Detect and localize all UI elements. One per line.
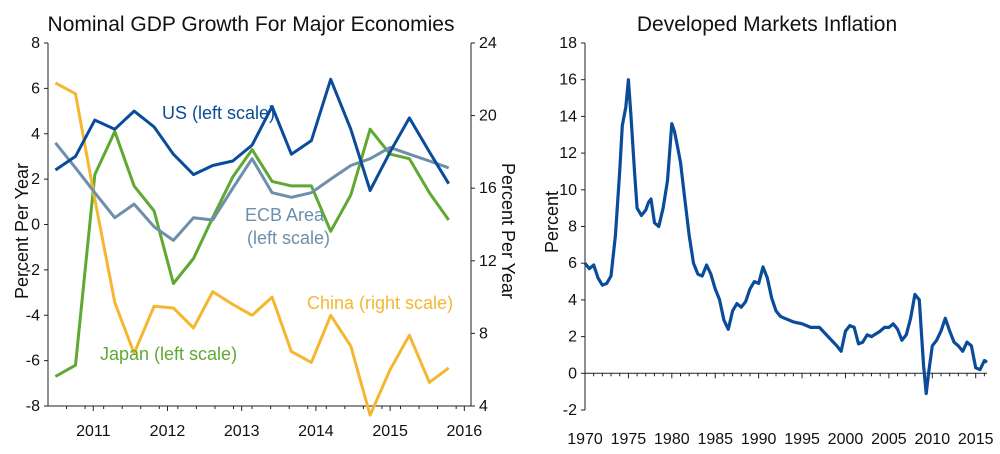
right-y-tick-label: 4 <box>568 292 577 309</box>
left-series-line-china <box>54 81 450 417</box>
right-x-tick-label: 2015 <box>958 431 994 448</box>
right-y-tick-label: 14 <box>559 108 577 125</box>
right-chart-ylabel: Percent <box>542 191 562 253</box>
right-x-tick-label: 2010 <box>915 431 951 448</box>
left-series-line-us <box>54 77 450 192</box>
left-y2-tick-label: 20 <box>479 108 497 125</box>
right-series-line-inflation <box>583 78 988 396</box>
left-x-tick-label: 2011 <box>76 423 111 440</box>
left-chart-ylabel: Percent Per Year <box>12 163 32 299</box>
left-y2-tick-label: 16 <box>479 180 497 197</box>
left-chart-title: Nominal GDP Growth For Major Economies <box>48 13 455 36</box>
right-y-tick-label: 0 <box>568 365 577 382</box>
left-series-line-ecb <box>54 141 450 242</box>
left-x-tick-label: 2016 <box>447 423 483 440</box>
left-y-tick-label: 8 <box>31 35 40 52</box>
right-x-tick-label: 1970 <box>567 431 603 448</box>
left-series-line-japan <box>54 127 450 378</box>
left-y-tick-label: -6 <box>26 353 40 370</box>
left-y-tick-label: -4 <box>26 307 40 324</box>
left-x-tick-label: 2012 <box>150 423 186 440</box>
right-y-tick-label: 12 <box>559 145 577 162</box>
right-y-tick-label: 6 <box>568 255 577 272</box>
right-chart-title: Developed Markets Inflation <box>637 13 897 36</box>
right-x-tick-label: 1980 <box>654 431 690 448</box>
left-y2-tick-label: 4 <box>479 398 488 415</box>
left-chart-y2label: Percent Per Year <box>498 163 518 299</box>
left-y2-tick-label: 24 <box>479 35 497 52</box>
right-x-tick-label: 1975 <box>611 431 647 448</box>
left-x-tick-label: 2013 <box>224 423 260 440</box>
right-x-tick-label: 1985 <box>697 431 733 448</box>
series-label-ecb-line: ECB Area <box>245 205 325 225</box>
right-x-tick-label: 1995 <box>784 431 820 448</box>
series-label-ecb: ECB Area (left scale) <box>245 205 330 248</box>
series-label-china: China (right scale) <box>307 293 453 313</box>
left-y-tick-label: -2 <box>26 262 40 279</box>
left-y-tick-label: -8 <box>26 398 40 415</box>
series-label-japan: Japan (left scale) <box>100 344 237 364</box>
left-x-tick-label: 2015 <box>372 423 408 440</box>
right-x-tick-label: 1990 <box>741 431 777 448</box>
right-y-tick-label: 8 <box>568 219 577 236</box>
right-y-tick-label: 16 <box>559 72 577 89</box>
left-y-tick-label: 0 <box>31 217 40 234</box>
right-x-tick-label: 2005 <box>871 431 907 448</box>
right-y-tick-label: 2 <box>568 329 577 346</box>
left-y-tick-label: 4 <box>31 126 40 143</box>
left-y-tick-label: 2 <box>31 171 40 188</box>
series-label-us: US (left scale) <box>162 103 275 123</box>
series-label-ecb-line: (left scale) <box>247 228 330 248</box>
left-y2-tick-label: 12 <box>479 253 497 270</box>
left-y2-tick-label: 8 <box>479 325 488 342</box>
right-y-tick-label: -2 <box>563 402 577 419</box>
left-x-tick-label: 2014 <box>298 423 334 440</box>
right-y-tick-label: 18 <box>559 35 577 52</box>
right-y-tick-label: 10 <box>559 182 577 199</box>
left-y-tick-label: 6 <box>31 80 40 97</box>
right-x-tick-label: 2000 <box>828 431 864 448</box>
